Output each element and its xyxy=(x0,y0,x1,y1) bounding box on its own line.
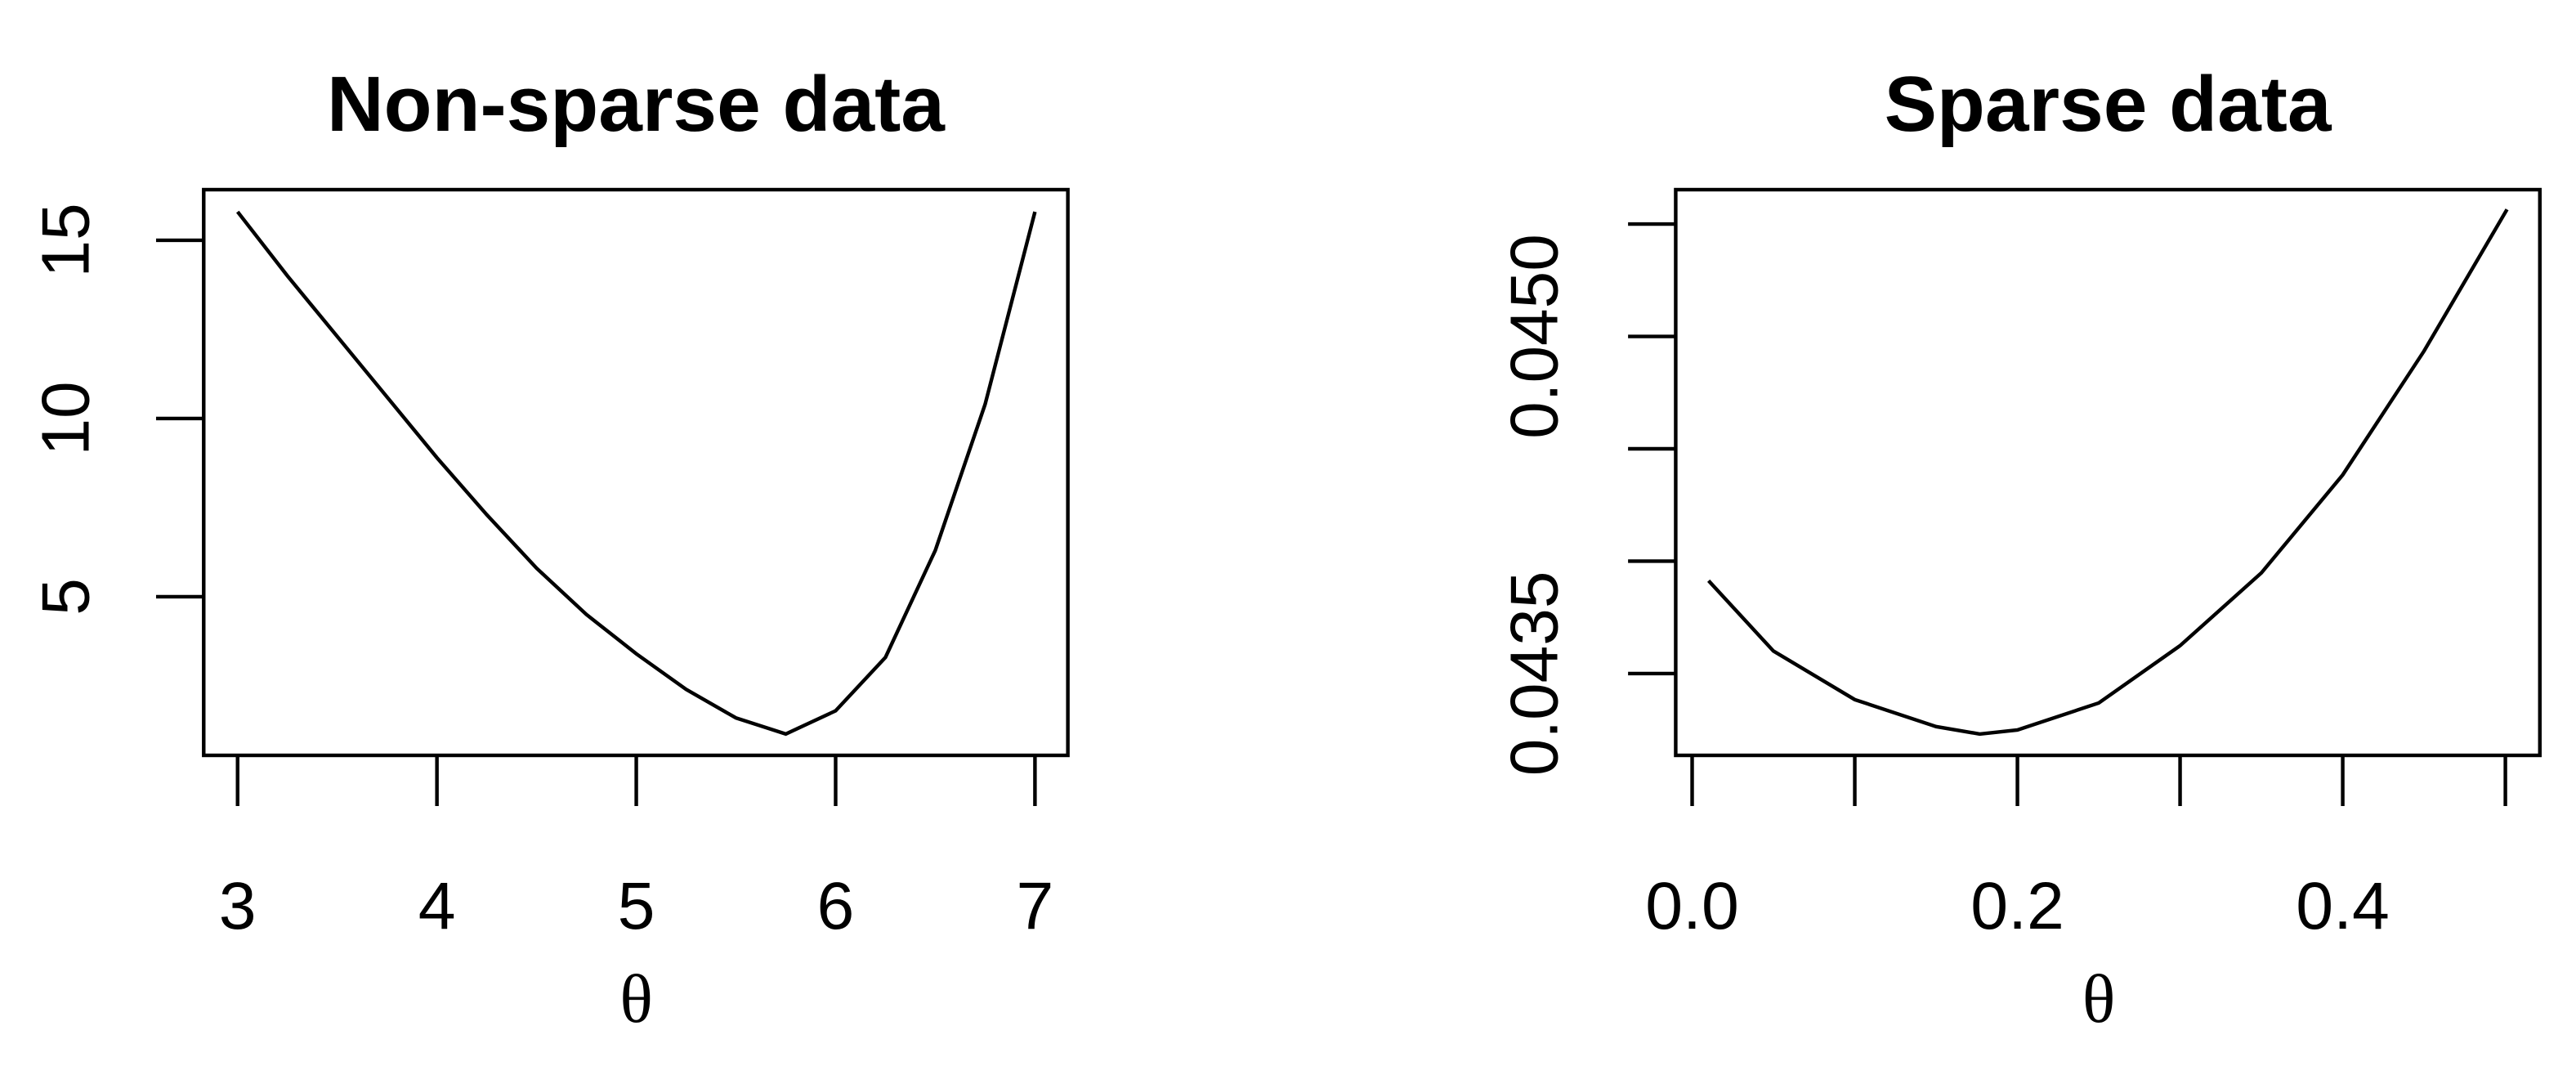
data-line xyxy=(1706,208,2509,737)
x-tick-label: 5 xyxy=(618,869,655,943)
y-tick-label: 5 xyxy=(29,578,103,616)
x-tick-label: 6 xyxy=(817,869,855,943)
y-tick-label: 0.0435 xyxy=(1497,571,1572,777)
y-tick-label: 10 xyxy=(29,381,103,455)
plot-box xyxy=(202,187,1070,758)
x-tick-label: 0.0 xyxy=(1645,869,1739,943)
x-axis-label: θ xyxy=(619,961,652,1037)
x-tick-label: 4 xyxy=(418,869,456,943)
x-tick-label: 0.4 xyxy=(2296,869,2390,943)
chart-title: Non-sparse data xyxy=(327,60,946,148)
plot-box xyxy=(1674,187,2542,758)
x-tick-label: 0.2 xyxy=(1970,869,2064,943)
chart-title: Sparse data xyxy=(1885,60,2332,148)
x-axis-label: θ xyxy=(2082,961,2115,1037)
x-tick-label: 3 xyxy=(219,869,257,943)
y-tick-label: 0.0450 xyxy=(1497,234,1572,439)
data-line xyxy=(235,210,1037,737)
x-tick-label: 7 xyxy=(1016,869,1053,943)
y-tick-label: 15 xyxy=(29,203,103,277)
